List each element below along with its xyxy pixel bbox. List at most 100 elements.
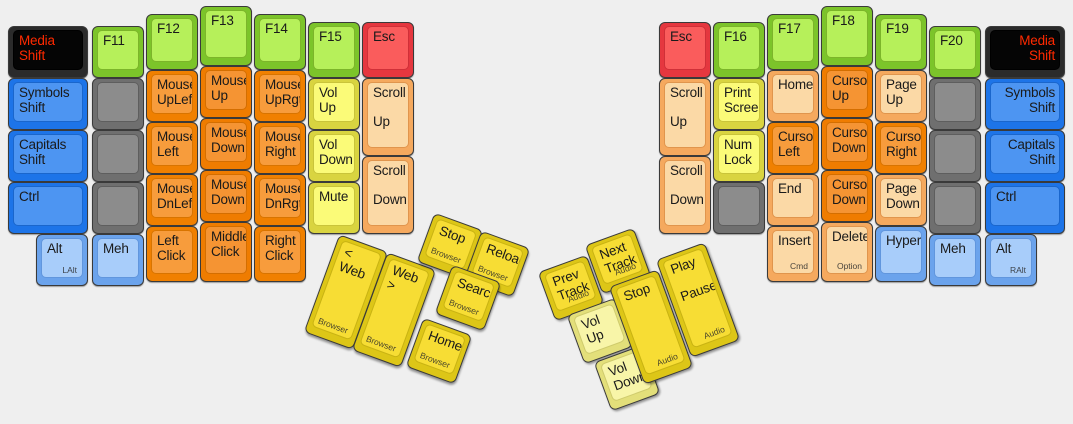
key-cursor-down[interactable]: Cursor Down: [821, 118, 873, 170]
key-legend: F20: [940, 33, 963, 48]
key-symbols-shift[interactable]: Symbols Shift: [985, 78, 1065, 130]
key-meh[interactable]: Meh: [92, 234, 144, 286]
key-middle-click[interactable]: Middle Click: [200, 222, 252, 282]
key-scroll-down[interactable]: Scroll Down: [362, 156, 414, 234]
key-page-up[interactable]: Page Up: [875, 70, 927, 122]
key-f18[interactable]: F18: [821, 6, 873, 66]
key-blank[interactable]: [929, 182, 981, 234]
key-mouse-down[interactable]: Mouse Down: [200, 170, 252, 222]
key-home[interactable]: Home Browser: [405, 317, 473, 385]
key-print-screen[interactable]: Print Screen: [713, 78, 765, 130]
keycap-face: Delete Option: [826, 226, 868, 274]
key-mouse-up[interactable]: Mouse Up: [200, 66, 252, 118]
key-insert[interactable]: Insert Cmd: [767, 226, 819, 282]
key-alt[interactable]: Alt LAlt: [36, 234, 88, 286]
key-legend: Scroll Up: [373, 85, 406, 129]
keycap-face: [97, 82, 139, 122]
key-capitals-shift[interactable]: Capitals Shift: [8, 130, 88, 182]
keycap-face: Hyper: [880, 230, 922, 274]
key-scroll-down[interactable]: Scroll Down: [659, 156, 711, 234]
key-f16[interactable]: F16: [713, 22, 765, 78]
key-sublegend: Browser: [316, 315, 350, 336]
keycap-face: Mouse Up: [205, 70, 247, 110]
key-hyper[interactable]: Hyper: [875, 226, 927, 282]
key-capitals-shift[interactable]: Capitals Shift: [985, 130, 1065, 182]
key-legend: F18: [832, 13, 855, 28]
keycap-face: Symbols Shift: [13, 82, 83, 122]
key-delete[interactable]: Delete Option: [821, 222, 873, 282]
key-legend: F11: [103, 33, 125, 48]
key-scroll-up[interactable]: Scroll Up: [362, 78, 414, 156]
key-legend: Mute: [319, 189, 349, 204]
key-meh[interactable]: Meh: [929, 234, 981, 286]
key-f17[interactable]: F17: [767, 14, 819, 70]
key-f20[interactable]: F20: [929, 26, 981, 78]
key-legend: Vol Up: [319, 85, 338, 115]
key-right-click[interactable]: Right Click: [254, 226, 306, 282]
key-scroll-up[interactable]: Scroll Up: [659, 78, 711, 156]
key-left-click[interactable]: Left Click: [146, 226, 198, 282]
key-legend: Reload: [484, 241, 525, 270]
key-f13[interactable]: F13: [200, 6, 252, 66]
key-legend: Play Pause: [668, 254, 719, 305]
key-esc[interactable]: Esc: [659, 22, 711, 78]
keycap-face: Symbols Shift: [990, 82, 1060, 122]
keycap-face: Mouse UpLeft: [151, 74, 193, 114]
key-media-shift[interactable]: Media Shift: [8, 26, 88, 78]
key-esc[interactable]: Esc: [362, 22, 414, 78]
key-ctrl[interactable]: Ctrl: [985, 182, 1065, 234]
keycap-face: Ctrl: [990, 186, 1060, 226]
key-f14[interactable]: F14: [254, 14, 306, 70]
key-mouse-down[interactable]: Mouse Down: [200, 118, 252, 170]
key-legend: F14: [265, 21, 288, 36]
keycap-face: Home Browser: [413, 323, 467, 376]
keycap-face: Page Down: [880, 178, 922, 218]
key-media-shift[interactable]: Media Shift: [985, 26, 1065, 78]
key-num-lock[interactable]: Num Lock: [713, 130, 765, 182]
key-blank[interactable]: [929, 78, 981, 130]
key-mouse-dnrgt[interactable]: Mouse DnRgt: [254, 174, 306, 226]
key-legend: Middle Click: [211, 229, 247, 259]
keycap-face: F16: [718, 26, 760, 70]
key-blank[interactable]: [92, 182, 144, 234]
key-mouse-left[interactable]: Mouse Left: [146, 122, 198, 174]
key-legend: Cursor Right: [886, 129, 922, 159]
key-mouse-uprgt[interactable]: Mouse UpRgt: [254, 70, 306, 122]
key-ctrl[interactable]: Ctrl: [8, 182, 88, 234]
key-f15[interactable]: F15: [308, 22, 360, 78]
key-cursor-down[interactable]: Cursor Down: [821, 170, 873, 222]
key-legend: Cursor Up: [832, 73, 868, 103]
key-vol-down[interactable]: Vol Down: [308, 130, 360, 182]
keycap-face: [718, 186, 760, 226]
keycap-face: Mouse Down: [205, 122, 247, 162]
key-mute[interactable]: Mute: [308, 182, 360, 234]
key-vol-up[interactable]: Vol Up: [308, 78, 360, 130]
key-legend: Media Shift: [1019, 33, 1055, 63]
key-mouse-upleft[interactable]: Mouse UpLeft: [146, 70, 198, 122]
key-mouse-right[interactable]: Mouse Right: [254, 122, 306, 174]
key-page-down[interactable]: Page Down: [875, 174, 927, 226]
keycap-face: Scroll Down: [664, 160, 706, 226]
key-sublegend: Browser: [364, 333, 398, 354]
key-cursor-right[interactable]: Cursor Right: [875, 122, 927, 174]
key-blank[interactable]: [713, 182, 765, 234]
key-home[interactable]: Home: [767, 70, 819, 122]
key-blank[interactable]: [929, 130, 981, 182]
key-mouse-dnleft[interactable]: Mouse DnLeft: [146, 174, 198, 226]
key-f11[interactable]: F11: [92, 26, 144, 78]
key-cursor-up[interactable]: Cursor Up: [821, 66, 873, 118]
key-sublegend: Option: [836, 261, 862, 271]
keycap-face: Vol Down: [313, 134, 355, 174]
key-cursor-left[interactable]: Cursor Left: [767, 122, 819, 174]
key-f12[interactable]: F12: [146, 14, 198, 70]
key-legend: Right Click: [265, 233, 296, 263]
key-blank[interactable]: [92, 78, 144, 130]
key-alt[interactable]: Alt RAlt: [985, 234, 1037, 286]
key-legend: Mouse DnLeft: [157, 181, 193, 211]
key-end[interactable]: End: [767, 174, 819, 226]
key-f19[interactable]: F19: [875, 14, 927, 70]
key-symbols-shift[interactable]: Symbols Shift: [8, 78, 88, 130]
key-legend: Stop: [437, 223, 468, 247]
key-blank[interactable]: [92, 130, 144, 182]
